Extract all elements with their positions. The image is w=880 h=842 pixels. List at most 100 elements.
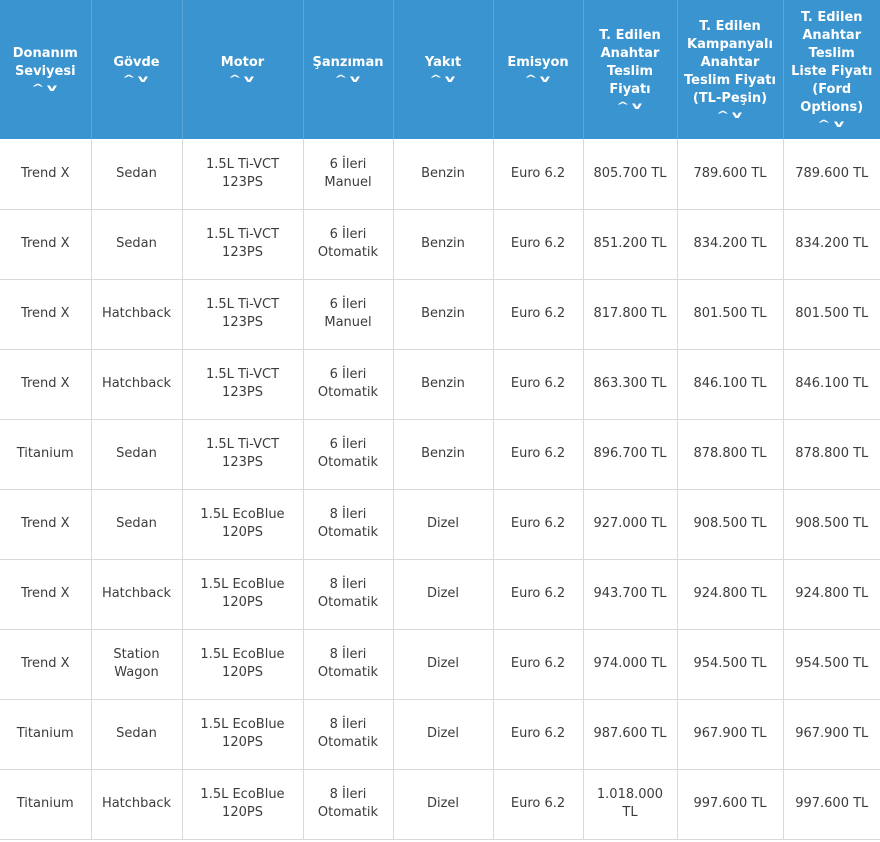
- cell-emission: Euro 6.2: [493, 139, 584, 210]
- cell-price: 851.200 TL: [583, 209, 678, 280]
- sort-chevron-icon[interactable]: ^v: [615, 100, 644, 112]
- column-header-teslim-fiyati[interactable]: T. Edilen Anahtar Teslim Fiyatı ^v: [583, 0, 678, 139]
- column-header-yakit[interactable]: Yakıt ^v: [393, 0, 494, 139]
- cell-fuel: Benzin: [393, 139, 494, 210]
- cell-body: Hatchback: [91, 559, 183, 630]
- sort-chevron-icon[interactable]: ^v: [122, 73, 151, 85]
- cell-line: Otomatik: [317, 735, 379, 750]
- cell-engine: 1.5L EcoBlue 120PS: [182, 629, 304, 700]
- cell-fuel: Dizel: [393, 769, 494, 840]
- column-header-label: Liste Fiyatı: [791, 63, 873, 79]
- cell-line: 1.5L EcoBlue: [200, 717, 285, 732]
- cell-fuel: Benzin: [393, 279, 494, 350]
- cell-campaign-price: 801.500 TL: [677, 279, 784, 350]
- column-header-liste-fiyati[interactable]: T. Edilen Anahtar Teslim Liste Fiyatı (Ford O…: [783, 0, 880, 139]
- cell-price: 805.700 TL: [583, 139, 678, 210]
- sort-chevron-icon[interactable]: ^v: [523, 73, 552, 85]
- column-header-label: Teslim: [606, 63, 654, 79]
- cell-engine: 1.5L Ti-VCT 123PS: [182, 209, 304, 280]
- column-header-label: Gövde: [113, 54, 160, 70]
- cell-engine: 1.5L Ti-VCT 123PS: [182, 349, 304, 420]
- table-row: Titanium Hatchback 1.5L EcoBlue 120PS 8 İler…: [0, 769, 880, 840]
- cell-list-price: 997.600 TL: [783, 769, 880, 840]
- table-row: Trend X Sedan 1.5L Ti-VCT 123PS 6 İleri Otoma…: [0, 209, 880, 280]
- cell-line: 6 İleri: [329, 367, 367, 382]
- table-row: Titanium Sedan 1.5L Ti-VCT 123PS 6 İleri Otom…: [0, 419, 880, 490]
- cell-engine: 1.5L EcoBlue 120PS: [182, 769, 304, 840]
- cell-price: 974.000 TL: [583, 629, 678, 700]
- cell-line: 123PS: [222, 385, 263, 400]
- column-header-label: Kampanyalı: [687, 36, 773, 52]
- cell-transmission: 8 İleri Otomatik: [303, 489, 394, 560]
- table-row: Trend X Hatchback 1.5L Ti-VCT 123PS 6 İleri M…: [0, 279, 880, 350]
- cell-campaign-price: 954.500 TL: [677, 629, 784, 700]
- cell-transmission: 8 İleri Otomatik: [303, 769, 394, 840]
- column-header-label: Seviyesi: [14, 63, 76, 79]
- cell-line: 1.5L EcoBlue: [200, 647, 285, 662]
- column-header-motor[interactable]: Motor ^v: [182, 0, 304, 139]
- cell-transmission: 8 İleri Otomatik: [303, 629, 394, 700]
- sort-chevron-icon[interactable]: ^v: [228, 73, 257, 85]
- cell-emission: Euro 6.2: [493, 629, 584, 700]
- cell-trim: Titanium: [0, 769, 92, 840]
- cell-emission: Euro 6.2: [493, 489, 584, 560]
- cell-line: 6 İleri: [329, 437, 367, 452]
- column-header-label: T. Edilen: [599, 27, 661, 43]
- cell-line: 1.018.000: [596, 787, 664, 802]
- sort-chevron-icon[interactable]: ^v: [333, 73, 362, 85]
- column-header-label: Yakıt: [424, 54, 462, 70]
- cell-line: 1.5L EcoBlue: [200, 507, 285, 522]
- column-header-label: T. Edilen: [800, 9, 863, 25]
- cell-transmission: 6 İleri Otomatik: [303, 419, 394, 490]
- sort-chevron-icon[interactable]: ^v: [30, 82, 59, 94]
- cell-body: Hatchback: [91, 349, 183, 420]
- cell-line: 1.5L Ti-VCT: [205, 367, 280, 382]
- cell-engine: 1.5L Ti-VCT 123PS: [182, 139, 304, 210]
- cell-line: 6 İleri: [329, 227, 367, 242]
- cell-line: 8 İleri: [329, 647, 367, 662]
- column-header-sanziman[interactable]: Şanzıman ^v: [303, 0, 394, 139]
- cell-list-price: 834.200 TL: [783, 209, 880, 280]
- cell-line: 8 İleri: [329, 507, 367, 522]
- header-row: Donanım Seviyesi ^v Gövde ^v Motor ^v Şanzım…: [0, 0, 880, 139]
- cell-campaign-price: 846.100 TL: [677, 349, 784, 420]
- sort-chevron-icon[interactable]: ^v: [817, 118, 846, 130]
- cell-line: 1.5L EcoBlue: [200, 577, 285, 592]
- cell-line: 120PS: [222, 735, 263, 750]
- cell-trim: Titanium: [0, 699, 92, 770]
- cell-line: 8 İleri: [329, 717, 367, 732]
- column-header-govde[interactable]: Gövde ^v: [91, 0, 183, 139]
- cell-trim: Trend X: [0, 629, 92, 700]
- cell-line: 123PS: [222, 455, 263, 470]
- cell-body: Sedan: [91, 699, 183, 770]
- column-header-donanim[interactable]: Donanım Seviyesi ^v: [0, 0, 92, 139]
- cell-line: Manuel: [324, 315, 372, 330]
- column-header-label: Motor: [220, 54, 265, 70]
- sort-chevron-icon[interactable]: ^v: [428, 73, 457, 85]
- cell-body: Sedan: [91, 489, 183, 560]
- cell-line: 1.5L Ti-VCT: [205, 297, 280, 312]
- cell-trim: Trend X: [0, 209, 92, 280]
- cell-line: 1.5L EcoBlue: [200, 787, 285, 802]
- cell-body: Hatchback: [91, 769, 183, 840]
- column-header-label: Şanzıman: [312, 54, 384, 70]
- cell-line: 120PS: [222, 805, 263, 820]
- cell-line: Otomatik: [317, 595, 379, 610]
- cell-engine: 1.5L Ti-VCT 123PS: [182, 419, 304, 490]
- column-header-label: Teslim: [808, 45, 855, 61]
- cell-line: Otomatik: [317, 385, 379, 400]
- cell-emission: Euro 6.2: [493, 699, 584, 770]
- column-header-label: Teslim Fiyatı: [684, 72, 776, 88]
- cell-engine: 1.5L Ti-VCT 123PS: [182, 279, 304, 350]
- cell-line: 1.5L Ti-VCT: [205, 156, 280, 172]
- cell-emission: Euro 6.2: [493, 559, 584, 630]
- cell-body: Station Wagon: [91, 629, 183, 700]
- column-header-emisyon[interactable]: Emisyon ^v: [493, 0, 584, 139]
- column-header-label: Anahtar: [600, 45, 660, 61]
- cell-line: Manuel: [324, 174, 372, 190]
- sort-chevron-icon[interactable]: ^v: [715, 109, 744, 121]
- cell-fuel: Benzin: [393, 349, 494, 420]
- cell-campaign-price: 997.600 TL: [677, 769, 784, 840]
- column-header-kampanyali-fiyat[interactable]: T. Edilen Kampanyalı Anahtar Teslim Fiyatı (…: [677, 0, 784, 139]
